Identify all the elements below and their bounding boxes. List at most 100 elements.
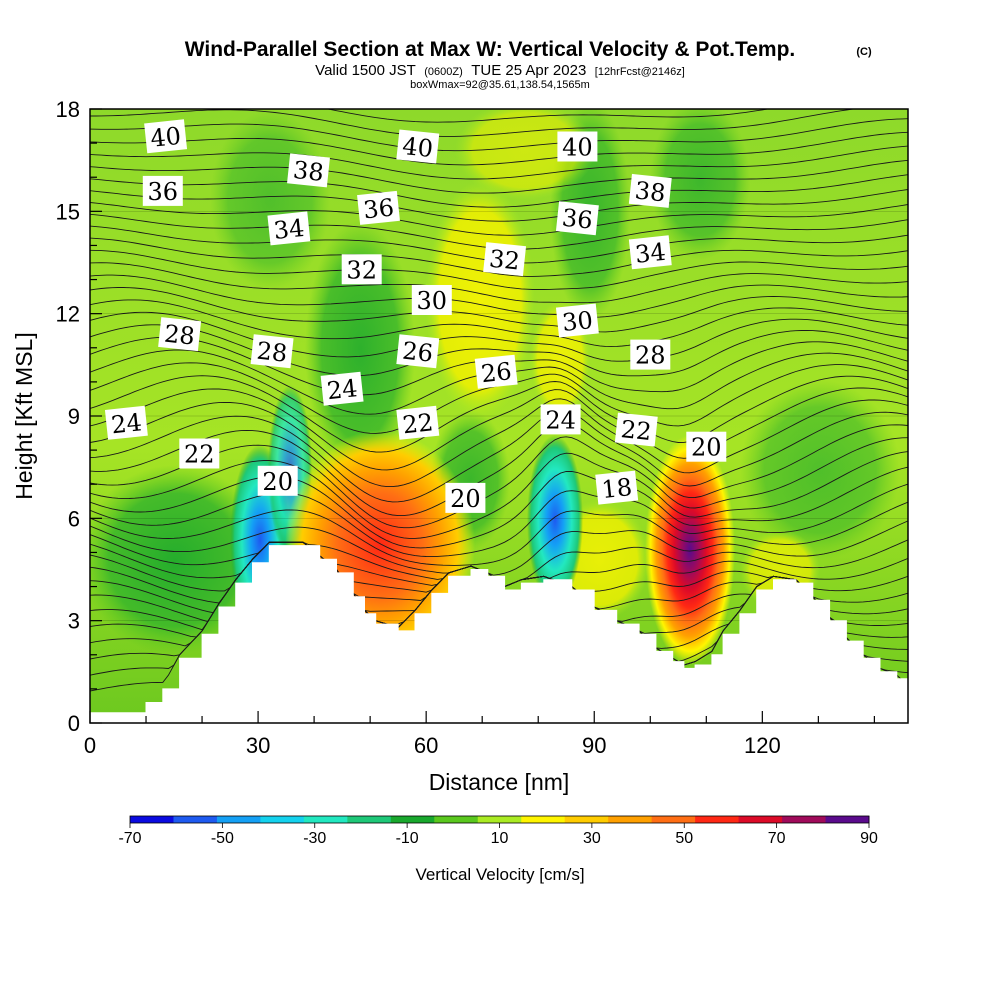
- theta-contour-line: [90, 237, 908, 277]
- contour-label-text: 18: [600, 473, 633, 504]
- theta-contour-line: [90, 262, 908, 304]
- theta-contour-line: [90, 324, 908, 377]
- colorbar-swatch: [695, 816, 740, 823]
- contour-label-box: [158, 317, 202, 352]
- contour-label-text: 30: [417, 287, 448, 315]
- contour-label-box: [287, 153, 330, 188]
- contour-label: 38: [287, 153, 330, 188]
- contour-label-box: [142, 175, 183, 206]
- contour-label-box: [628, 173, 672, 208]
- contour-label: 40: [557, 131, 598, 162]
- contour-label: 28: [158, 317, 202, 352]
- theta-contour-line: [90, 375, 908, 453]
- contour-label: 30: [555, 303, 599, 338]
- contour-label: 40: [144, 119, 188, 154]
- contour-label-text: 24: [545, 406, 576, 434]
- colorbar-swatch: [825, 816, 870, 823]
- contour-label: 34: [628, 235, 672, 270]
- contour-label: 18: [595, 470, 639, 505]
- colorbar-label: Vertical Velocity [cm/s]: [415, 865, 584, 884]
- contour-label-box: [555, 201, 599, 236]
- colorbar-swatch: [651, 816, 696, 823]
- theta-contour-line: [90, 409, 908, 503]
- contour-label-text: 28: [635, 342, 666, 370]
- theta-contour-line: [90, 174, 908, 208]
- valid-line: Valid 1500 JST (0600Z) TUE 25 Apr 2023 […: [315, 62, 685, 79]
- contour-label-box: [445, 482, 486, 513]
- colorbar-swatch: [390, 816, 435, 823]
- contour-label-text: 34: [634, 238, 667, 269]
- x-tick-label: 30: [246, 733, 270, 758]
- contour-label-text: 34: [272, 214, 305, 245]
- contour-label: 36: [555, 201, 599, 236]
- contour-label-text: 24: [326, 374, 359, 405]
- contour-label-text: 36: [362, 193, 395, 224]
- contour-label-box: [483, 242, 527, 277]
- contour-label-box: [555, 303, 599, 338]
- contour-label: 22: [396, 405, 440, 440]
- theta-contour-line: [90, 466, 908, 549]
- contour-label-box: [557, 131, 598, 162]
- contour-label-box: [396, 405, 440, 440]
- theta-contour-line: [90, 451, 908, 539]
- colorbar-swatch: [782, 816, 827, 823]
- contour-label: 30: [411, 285, 452, 315]
- theta-contour-line: [90, 202, 908, 236]
- contour-label-box: [630, 339, 671, 370]
- contour-label: 24: [540, 404, 581, 435]
- contour-label-text: 22: [184, 441, 215, 469]
- valid-date: TUE 25 Apr 2023: [471, 62, 586, 79]
- colorbar-swatch: [303, 816, 348, 823]
- contour-label: 32: [341, 254, 382, 285]
- contour-label-box: [257, 465, 298, 496]
- colorbar-swatch: [608, 816, 653, 823]
- theta-contour-line: [90, 274, 908, 318]
- contour-label-text: 22: [620, 415, 653, 446]
- contour-label: 34: [267, 211, 311, 246]
- colorbar-tick-label: 70: [768, 830, 786, 847]
- x-tick-label: 60: [414, 733, 438, 758]
- contour-label: 40: [396, 129, 440, 164]
- colorbar-tick-label: -10: [396, 830, 419, 847]
- colorbar-swatch: [173, 816, 218, 823]
- box-info: boxWmax=92@35.61,138.54,1565m: [410, 79, 590, 91]
- valid-utc: (0600Z): [424, 66, 463, 78]
- colorbar-swatch: [521, 816, 566, 823]
- region-down-lower-right: [740, 380, 900, 560]
- y-tick-label: 9: [68, 404, 80, 429]
- contour-label-box: [686, 431, 727, 462]
- colorbar-swatch: [477, 816, 522, 823]
- theta-contour-line: [90, 102, 908, 108]
- theta-contour-line: [90, 421, 908, 517]
- chart-title: Wind-Parallel Section at Max W: Vertical…: [185, 38, 796, 61]
- theta-contour-line: [90, 501, 908, 566]
- contour-label-box: [104, 405, 148, 440]
- contour-label-text: 26: [480, 357, 513, 388]
- contour-label-text: 26: [401, 337, 434, 368]
- contour-label-text: 38: [634, 176, 667, 207]
- theta-contour-line: [90, 299, 908, 348]
- y-tick-label: 0: [68, 711, 80, 736]
- x-tick-label: 0: [84, 733, 96, 758]
- contour-label-box: [411, 285, 452, 315]
- theta-contour-line: [90, 387, 908, 471]
- contour-label-text: 38: [292, 156, 325, 187]
- y-tick-label: 3: [68, 609, 80, 634]
- colorbar-tick-label: 10: [491, 830, 509, 847]
- colorbar-tick-label: -50: [211, 830, 234, 847]
- contour-label-text: 40: [149, 122, 182, 153]
- contour-label-text: 24: [110, 408, 143, 439]
- colorbar-tick-label: -70: [118, 830, 141, 847]
- contour-label-text: 40: [562, 134, 593, 162]
- theta-contour-line: [90, 311, 908, 362]
- theta-contour-line: [90, 189, 908, 222]
- contour-label-box: [250, 334, 294, 369]
- contour-label-box: [474, 354, 518, 389]
- valid-prefix: Valid 1500 JST: [315, 62, 416, 79]
- y-tick-label: 12: [56, 302, 80, 327]
- horizontal-gridlines: [90, 211, 908, 621]
- x-axis-label: Distance [nm]: [429, 769, 570, 795]
- contour-label-box: [267, 211, 311, 246]
- downdraft-core-right: [527, 435, 583, 605]
